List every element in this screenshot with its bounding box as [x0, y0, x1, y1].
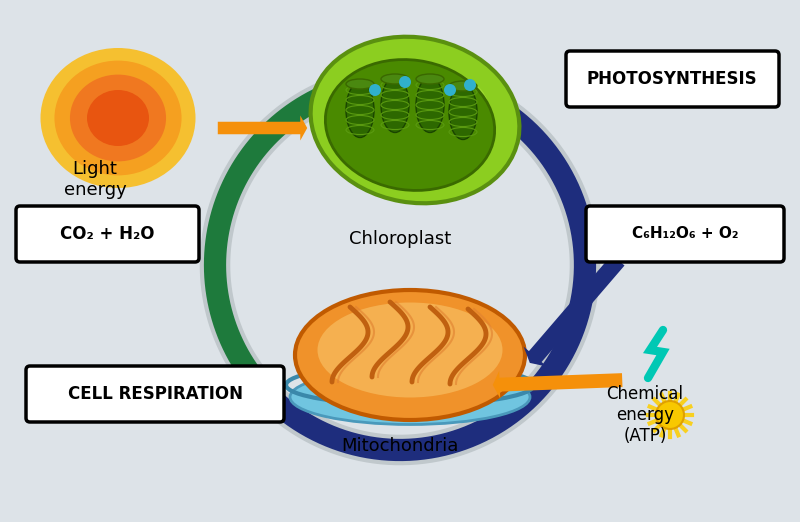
Ellipse shape: [416, 74, 444, 84]
Text: C₆H₁₂O₆ + O₂: C₆H₁₂O₆ + O₂: [632, 227, 738, 242]
Ellipse shape: [402, 67, 488, 123]
Ellipse shape: [70, 75, 166, 161]
Circle shape: [399, 76, 411, 88]
Ellipse shape: [318, 303, 502, 397]
Ellipse shape: [449, 85, 477, 139]
Ellipse shape: [381, 77, 409, 133]
FancyBboxPatch shape: [586, 206, 784, 262]
FancyBboxPatch shape: [16, 206, 199, 262]
Ellipse shape: [346, 82, 374, 137]
Ellipse shape: [346, 79, 374, 89]
Ellipse shape: [310, 37, 519, 203]
Text: Mitochondria: Mitochondria: [342, 437, 458, 455]
FancyBboxPatch shape: [26, 366, 284, 422]
Circle shape: [464, 79, 476, 91]
Text: Chemical
energy
(ATP): Chemical energy (ATP): [606, 385, 683, 445]
Text: CELL RESPIRATION: CELL RESPIRATION: [67, 385, 242, 403]
Ellipse shape: [449, 81, 477, 91]
Circle shape: [369, 84, 381, 96]
Text: Light
energy: Light energy: [64, 160, 126, 199]
FancyBboxPatch shape: [566, 51, 779, 107]
Ellipse shape: [295, 290, 525, 420]
Ellipse shape: [87, 90, 149, 146]
Text: Chloroplast: Chloroplast: [349, 230, 451, 248]
Text: CO₂ + H₂O: CO₂ + H₂O: [60, 225, 154, 243]
Ellipse shape: [326, 60, 494, 191]
Ellipse shape: [290, 370, 530, 424]
Circle shape: [444, 84, 456, 96]
Circle shape: [656, 401, 684, 429]
Text: PHOTOSYNTHESIS: PHOTOSYNTHESIS: [586, 70, 758, 88]
Ellipse shape: [41, 48, 195, 188]
Ellipse shape: [381, 74, 409, 84]
Ellipse shape: [54, 61, 182, 175]
Ellipse shape: [416, 77, 444, 133]
